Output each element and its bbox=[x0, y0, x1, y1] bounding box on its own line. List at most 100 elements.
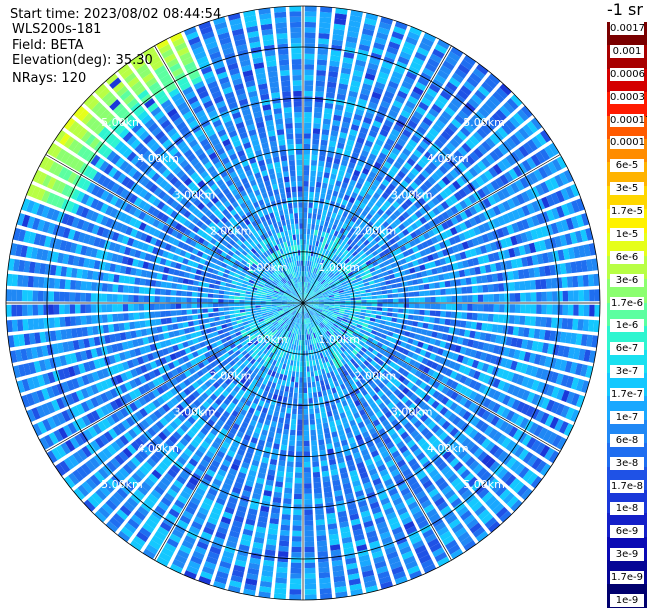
ppi-cell bbox=[466, 277, 472, 284]
ppi-cell bbox=[295, 473, 302, 478]
ppi-cell bbox=[504, 304, 510, 312]
ppi-cell bbox=[531, 304, 537, 313]
ppi-cell bbox=[326, 513, 335, 519]
ppi-cell bbox=[275, 481, 283, 487]
ppi-cell bbox=[323, 205, 328, 211]
ppi-cell bbox=[304, 531, 313, 537]
ppi-cell bbox=[456, 312, 462, 319]
ppi-cell bbox=[59, 317, 65, 327]
ppi-cell bbox=[300, 367, 303, 372]
ppi-cell bbox=[361, 303, 366, 306]
ppi-cell bbox=[306, 351, 308, 356]
ppi-cell bbox=[361, 306, 366, 309]
ppi-cell bbox=[305, 17, 317, 23]
ppi-cell bbox=[290, 573, 301, 579]
ppi-cell bbox=[203, 314, 209, 319]
ppi-cell bbox=[225, 315, 231, 319]
ppi-cell bbox=[301, 351, 303, 356]
ppi-cell bbox=[481, 323, 487, 331]
ppi-cell bbox=[317, 65, 327, 71]
ppi-cell bbox=[303, 377, 306, 382]
ppi-cell bbox=[303, 340, 305, 345]
ppi-cell bbox=[315, 504, 324, 510]
ppi-cell bbox=[171, 317, 177, 323]
ppi-cell bbox=[499, 304, 505, 312]
ppi-cell bbox=[317, 386, 321, 392]
ppi-cell bbox=[282, 434, 288, 440]
ppi-cell bbox=[275, 406, 280, 412]
ppi-cell bbox=[381, 316, 387, 320]
ppi-cell bbox=[377, 307, 383, 310]
ppi-cell bbox=[316, 75, 325, 81]
ppi-cell bbox=[311, 224, 315, 230]
ppi-cell bbox=[435, 289, 441, 295]
ppi-cell bbox=[390, 322, 396, 327]
ppi-cell bbox=[487, 324, 493, 332]
ppi-cell bbox=[515, 304, 521, 313]
ppi-cell bbox=[304, 324, 305, 329]
ppi-cell bbox=[386, 317, 392, 321]
ppi-cell bbox=[305, 563, 316, 569]
ppi-cell bbox=[296, 446, 302, 451]
ppi-cell bbox=[382, 303, 387, 306]
ppi-cell bbox=[304, 91, 313, 97]
ppi-cell bbox=[404, 298, 409, 302]
ppi-cell bbox=[396, 283, 402, 288]
ppi-cell bbox=[563, 291, 569, 302]
ppi-cell bbox=[328, 377, 333, 383]
ppi-cell bbox=[297, 420, 302, 425]
ppi-cell bbox=[510, 304, 516, 313]
ppi-cell bbox=[290, 589, 302, 595]
ppi-cell bbox=[393, 294, 399, 298]
ppi-cell bbox=[303, 266, 305, 271]
ppi-cell bbox=[388, 304, 393, 308]
ppi-cell bbox=[188, 321, 194, 326]
ppi-cell bbox=[372, 303, 377, 306]
ppi-cell bbox=[134, 313, 140, 320]
ppi-cell bbox=[215, 321, 221, 326]
ppi-cell bbox=[304, 488, 312, 493]
ppi-cell bbox=[283, 504, 292, 510]
ppi-cell bbox=[430, 290, 436, 296]
ppi-cell bbox=[371, 311, 377, 315]
ppi-cell bbox=[361, 300, 366, 303]
ppi-cell bbox=[395, 278, 401, 283]
ppi-cell bbox=[322, 417, 328, 423]
ppi-cell bbox=[282, 402, 287, 408]
ppi-cell bbox=[304, 128, 311, 133]
ppi-cell bbox=[318, 49, 328, 55]
ppi-cell bbox=[304, 96, 312, 102]
ppi-cell bbox=[345, 296, 350, 298]
ppi-cell bbox=[293, 361, 296, 367]
ppi-cell bbox=[300, 361, 303, 366]
ppi-cell bbox=[298, 409, 303, 414]
ppi-cell bbox=[280, 385, 285, 391]
ppi-cell bbox=[316, 530, 326, 536]
ppi-cell bbox=[392, 289, 398, 293]
ppi-cell bbox=[311, 160, 317, 166]
ppi-cell bbox=[304, 404, 308, 409]
ppi-cell bbox=[318, 44, 329, 50]
ppi-cell bbox=[402, 319, 408, 324]
ppi-cell bbox=[319, 402, 324, 408]
ppi-cell bbox=[308, 213, 312, 219]
ppi-cell bbox=[284, 493, 292, 499]
ppi-cell bbox=[531, 292, 537, 301]
ppi-cell bbox=[536, 304, 542, 314]
ppi-cell bbox=[301, 340, 303, 345]
ppi-cell bbox=[277, 556, 288, 562]
ppi-cell bbox=[277, 368, 281, 374]
ppi-cell bbox=[407, 281, 413, 286]
ppi-cell bbox=[304, 462, 311, 467]
ppi-cell bbox=[413, 315, 419, 320]
ppi-cell bbox=[304, 75, 313, 81]
ppi-cell bbox=[520, 293, 526, 302]
ppi-cell bbox=[317, 429, 323, 435]
ppi-cell bbox=[304, 515, 313, 521]
ppi-cell bbox=[302, 329, 303, 334]
ppi-cell bbox=[321, 369, 325, 375]
ppi-cell bbox=[304, 54, 314, 60]
ppi-cell bbox=[356, 300, 361, 302]
ppi-cell bbox=[323, 177, 329, 183]
